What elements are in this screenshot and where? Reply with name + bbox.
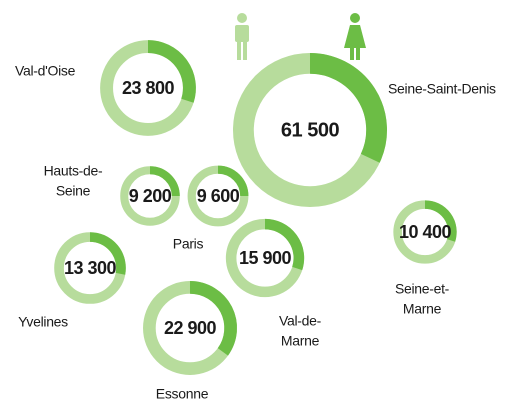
donut-share <box>189 281 237 356</box>
donut-share <box>149 166 180 197</box>
region-label: Val-d'Oise <box>15 63 76 79</box>
region-label: Val-de- <box>279 313 322 329</box>
donut-value: 9 600 <box>197 186 240 206</box>
region-label: Essonne <box>156 386 209 402</box>
donut-value: 22 900 <box>164 318 217 338</box>
donut-share <box>89 232 126 275</box>
donut-share <box>264 218 305 271</box>
region-label: Seine-Saint-Denis <box>388 81 496 97</box>
region-label: Marne <box>403 301 442 317</box>
donut-value: 61 500 <box>281 119 340 141</box>
donut-value: 13 300 <box>64 258 117 278</box>
donut-value: 23 800 <box>122 78 175 98</box>
region-label: Marne <box>281 333 320 349</box>
region-label: Yvelines <box>18 314 68 330</box>
female-icon <box>344 13 366 60</box>
donut-share <box>424 200 457 242</box>
region-label: Hauts-de- <box>44 163 103 179</box>
donut-share <box>309 53 387 163</box>
region-label: Paris <box>173 236 204 252</box>
donut-value: 9 200 <box>129 186 172 206</box>
male-icon <box>235 13 249 60</box>
donut-value: 15 900 <box>239 248 292 268</box>
donut-share <box>147 40 196 103</box>
donut-share <box>217 165 249 197</box>
region-label: Seine <box>56 183 91 199</box>
donut-value: 10 400 <box>399 222 452 242</box>
region-label: Seine-et- <box>395 281 450 297</box>
